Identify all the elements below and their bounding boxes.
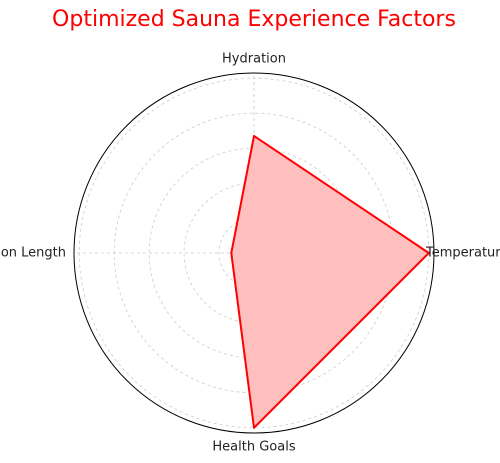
axis-label: Hydration: [222, 52, 286, 67]
radar-area: [230, 134, 430, 429]
axis-label: Temperature: [425, 246, 500, 261]
axis-label: Health Goals: [212, 440, 295, 455]
outer-frame: [73, 72, 435, 434]
chart-title: Optimized Sauna Experience Factors: [52, 7, 456, 32]
axis-label: Session Length: [0, 246, 66, 261]
